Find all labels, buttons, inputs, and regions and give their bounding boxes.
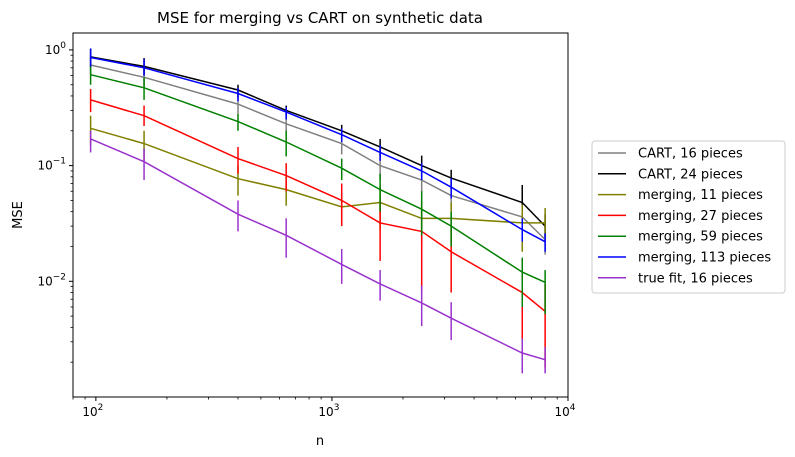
series-line [90,56,546,227]
series-6 [89,130,546,374]
chart-title: MSE for merging vs CART on synthetic dat… [157,9,483,27]
series-2 [89,115,546,252]
series-5 [89,48,546,252]
y-tick-label: 10−1 [37,157,66,173]
series-line [90,99,546,312]
legend-entry: CART, 16 pieces [638,147,743,162]
x-tick-label: 103 [318,403,339,419]
series-line [90,73,546,283]
series-line [90,138,546,361]
legend-entry: merging, 27 pieces [638,209,763,224]
series-3 [89,88,546,368]
legend: CART, 16 pieces CART, 24 pieces merging, 1… [591,140,786,294]
series-line [90,127,546,224]
series-4 [89,65,546,315]
legend-entry: merging, 59 pieces [638,230,763,245]
legend-entry: CART, 24 pieces [638,167,743,182]
legend-entry: merging, 11 pieces [638,188,763,203]
legend-box [591,140,786,294]
x-tick-label: 102 [82,403,103,419]
ticks-layer: 102 103 104 10−2 10−1 100 [37,41,575,419]
x-tick-label: 104 [554,403,575,419]
y-axis-label: MSE [11,201,26,229]
y-tick-label: 100 [45,41,66,57]
series-line [90,56,546,243]
series-1 [89,48,546,238]
series-layer [89,48,546,374]
plot-frame [72,32,569,398]
legend-entry: true fit, 16 pieces [638,271,753,286]
y-tick-label: 10−2 [37,272,66,288]
x-axis-label: n [316,434,324,449]
series-line [90,64,546,241]
legend-entry: merging, 113 pieces [638,251,771,266]
series-0 [89,55,546,255]
